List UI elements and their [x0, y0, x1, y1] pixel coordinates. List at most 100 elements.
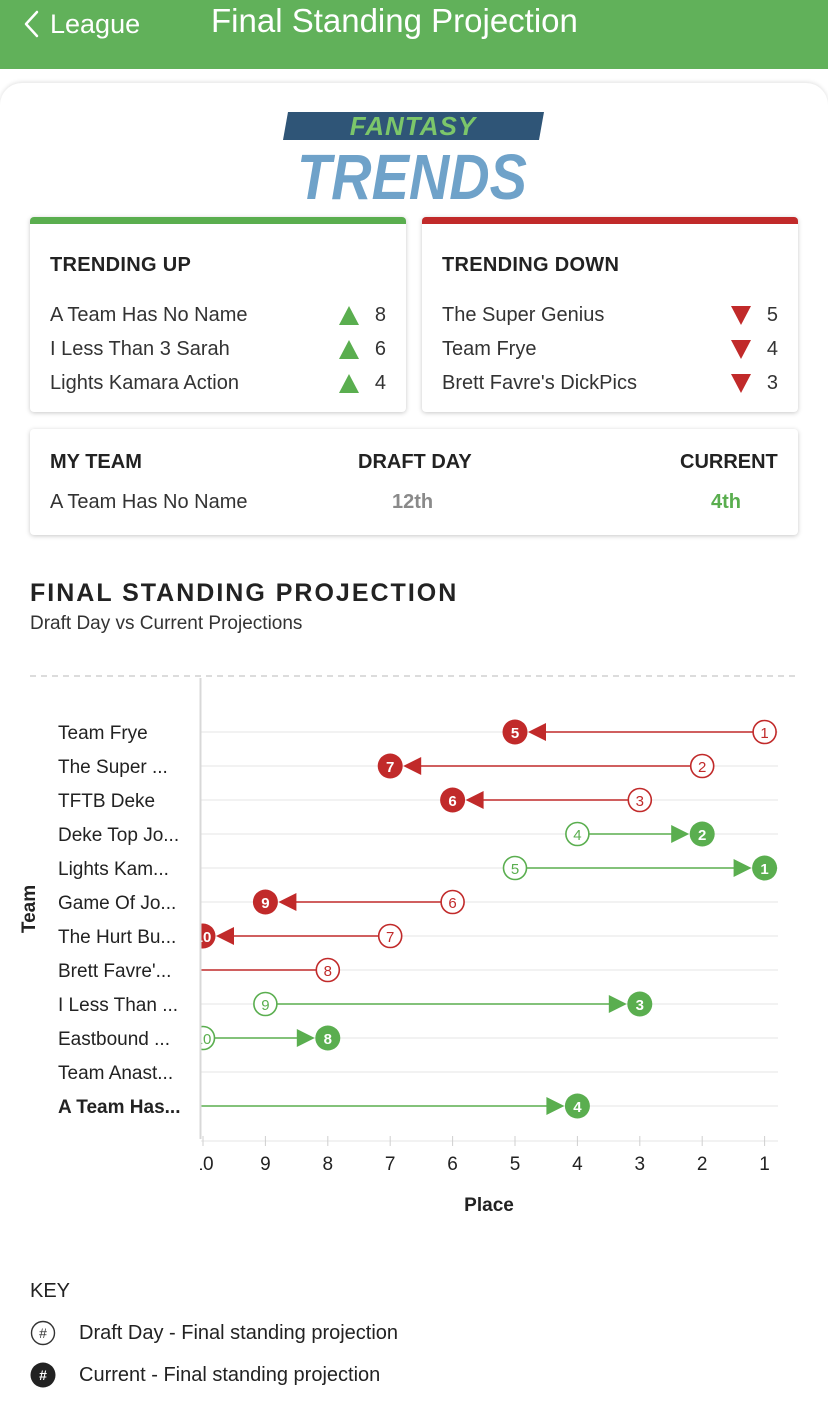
current-label: 9	[261, 895, 269, 912]
key-draft-day: # Draft Day - Final standing projection	[30, 1318, 398, 1348]
draft-label: 3	[636, 793, 644, 810]
team-name: The Super Genius	[442, 304, 605, 326]
section-subtitle: Draft Day vs Current Projections	[30, 613, 303, 634]
arrow-up-icon	[339, 374, 359, 393]
team-name: Lights Kamara Action	[50, 372, 239, 394]
team-label: TFTB Deke	[58, 791, 155, 812]
key-title: KEY	[30, 1280, 71, 1302]
x-tick-label: 3	[635, 1154, 646, 1175]
draft-label: 8	[324, 963, 332, 980]
trending-down-card: TRENDING DOWN The Super Genius 5 Team Fr…	[422, 217, 798, 412]
current-marker	[502, 719, 528, 745]
x-tick-label: 8	[323, 1154, 334, 1175]
trending-up-title: TRENDING UP	[50, 254, 192, 276]
draft-marker	[502, 855, 528, 881]
team-label: Lights Kam...	[58, 859, 169, 880]
current-header: CURRENT	[680, 451, 778, 473]
current-label: 8	[324, 1031, 332, 1048]
trending-down-title: TRENDING DOWN	[442, 254, 620, 276]
current-marker	[440, 787, 466, 813]
logo-top-text: FANTASY	[350, 111, 478, 141]
section-title: FINAL STANDING PROJECTION	[30, 579, 459, 607]
current-marker	[752, 855, 778, 881]
x-tick-label: 9	[260, 1154, 271, 1175]
team-label: Team Anast...	[58, 1063, 173, 1084]
label-panel	[0, 678, 200, 1139]
x-axis-title: Place	[464, 1195, 514, 1216]
trend-value: 3	[766, 372, 778, 394]
current-label: 3	[636, 997, 644, 1014]
projection-arrowhead	[733, 859, 752, 877]
draft-day-rank: 12th	[392, 491, 434, 513]
team-label: I Less Than ...	[58, 995, 178, 1016]
draft-label: 7	[386, 929, 394, 946]
draft-label: 5	[511, 861, 519, 878]
team-label: A Team Has...	[58, 1097, 181, 1118]
back-button[interactable]: League	[22, 4, 140, 44]
current-label: 5	[511, 725, 519, 742]
draft-label: 1	[760, 725, 768, 742]
draft-marker	[253, 991, 278, 1017]
key-current-label: Current - Final standing projection	[79, 1363, 381, 1386]
team-label: The Hurt Bu...	[58, 927, 176, 948]
trend-value: 6	[374, 338, 386, 360]
current-label: 2	[698, 827, 706, 844]
current-marker	[564, 1093, 590, 1119]
current-label: 1	[760, 861, 768, 878]
plot-area: 1 5 2 7 3 6 4 2 5 1 6 9 7 10 8 9 3 10 8 4	[195, 719, 778, 1119]
my-team-header: MY TEAM	[50, 451, 142, 473]
key-current: # Current - Final standing projection	[30, 1360, 380, 1390]
standing-projection-chart: 1 5 2 7 3 6 4 2 5 1 6 9 7 10 8 9 3 10 8 4 Team Frye The Super…	[0, 675, 798, 1216]
x-tick-label: 6	[447, 1154, 458, 1175]
current-label: 4	[573, 1099, 582, 1116]
trending-up-card: TRENDING UP A Team Has No Name 8 I Less …	[30, 217, 406, 412]
trend-value: 4	[766, 338, 778, 360]
arrow-up-icon	[339, 306, 359, 325]
logo-bottom-text: TRENDS	[297, 141, 527, 205]
my-team-card: MY TEAM DRAFT DAY CURRENT A Team Has No …	[30, 429, 798, 535]
chevron-left-icon	[24, 10, 39, 38]
projection-arrowhead	[403, 757, 422, 775]
team-label: Eastbound ...	[58, 1029, 170, 1050]
arrow-down-icon	[731, 340, 751, 359]
trend-value: 5	[766, 304, 778, 326]
draft-marker	[201, 1025, 216, 1051]
team-name: Brett Favre's DickPics	[442, 372, 637, 394]
draft-label: 9	[261, 997, 269, 1014]
y-axis-title: Team	[19, 885, 40, 933]
projection-arrowhead	[671, 825, 690, 843]
back-label: League	[50, 8, 141, 39]
draft-marker	[315, 957, 341, 983]
x-tick-label: 1	[759, 1154, 770, 1175]
projection-arrowhead	[216, 927, 234, 945]
current-marker	[201, 923, 216, 949]
team-name: Team Frye	[442, 338, 537, 360]
trend-value: 8	[374, 304, 386, 326]
team-label: Game Of Jo...	[58, 893, 176, 914]
svg-text:#: #	[39, 1325, 47, 1341]
draft-label: 4	[573, 827, 581, 844]
arrow-down-icon	[731, 374, 751, 393]
trending-down-row[interactable]: Team Frye 4	[442, 335, 778, 365]
key-draft-label: Draft Day - Final standing projection	[79, 1321, 399, 1344]
draft-label: 6	[448, 895, 456, 912]
draft-marker	[627, 787, 653, 813]
current-marker	[252, 889, 278, 915]
trending-up-row[interactable]: Lights Kamara Action 4	[50, 369, 386, 399]
trending-up-row[interactable]: I Less Than 3 Sarah 6	[50, 335, 386, 365]
current-marker	[315, 1025, 341, 1051]
trend-value: 4	[374, 372, 386, 394]
svg-text:#: #	[39, 1367, 47, 1383]
draft-marker	[752, 719, 777, 745]
trending-up-row[interactable]: A Team Has No Name 8	[50, 301, 386, 331]
team-label: Team Frye	[58, 723, 148, 744]
arrow-up-icon	[339, 340, 359, 359]
trending-down-row[interactable]: The Super Genius 5	[442, 301, 778, 331]
current-label: 10	[195, 929, 212, 946]
projection-arrowhead	[465, 791, 484, 809]
projection-arrowhead	[296, 1029, 315, 1047]
fantasy-trends-logo: FANTASY TRENDS	[283, 111, 544, 205]
draft-label: 10	[195, 1031, 212, 1048]
draft-marker	[440, 889, 465, 915]
trending-down-row[interactable]: Brett Favre's DickPics 3	[442, 369, 778, 399]
